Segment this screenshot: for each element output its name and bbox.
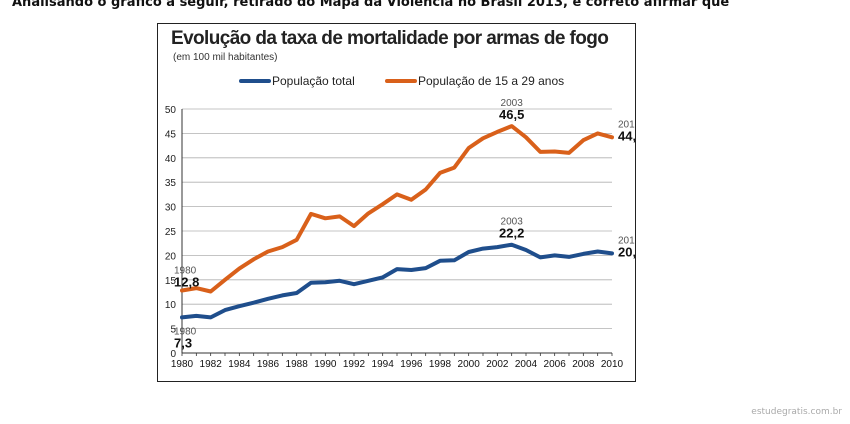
y-tick-label: 40 [165, 154, 177, 165]
x-tick-label: 1984 [228, 359, 251, 370]
annotation-year: 1980 [174, 266, 197, 277]
x-tick-label: 2006 [544, 359, 567, 370]
annotation-year: 2003 [501, 98, 524, 109]
x-tick-label: 1980 [171, 359, 194, 370]
y-tick-label: 0 [170, 349, 176, 360]
x-tick-label: 1996 [400, 359, 423, 370]
annotation-year: 2010 [618, 235, 635, 246]
annotation-value: 7,3 [174, 335, 192, 350]
x-tick-label: 1990 [314, 359, 337, 370]
annotation-year: 2003 [501, 217, 524, 228]
x-tick-label: 1982 [200, 359, 223, 370]
x-tick-label: 2008 [572, 359, 595, 370]
y-tick-label: 15 [165, 276, 177, 287]
annotation-year: 1980 [174, 326, 197, 337]
x-tick-label: 1988 [286, 359, 309, 370]
annotation-value: 20,4 [618, 244, 635, 259]
y-tick-label: 10 [165, 300, 177, 311]
watermark: estudegratis.com.br [751, 407, 842, 417]
x-tick-label: 1994 [372, 359, 395, 370]
chart-subtitle: (em 100 mil habitantes) [173, 52, 278, 63]
x-tick-label: 1992 [343, 359, 366, 370]
series-line-young [180, 124, 614, 294]
line-chart: 0 5 10 15 20 25 30 35 40 45 50 1980 1982 1984 1986 1988… [165, 74, 635, 370]
y-tick-label: 50 [165, 105, 177, 116]
chart-title: Evolução da taxa de mortalidade por arma… [171, 28, 609, 49]
question-text: Analisando o gráfico a seguir, retirado … [12, 0, 730, 10]
chart-container: Evolução da taxa de mortalidade por arma… [157, 23, 636, 382]
y-tick-label: 45 [165, 129, 177, 140]
y-tick-label: 25 [165, 227, 177, 238]
y-tick-label: 5 [170, 325, 176, 336]
annotation-value: 44,2 [618, 128, 635, 143]
legend-label: População total [272, 74, 355, 88]
x-tick-label: 1998 [429, 359, 452, 370]
annotation-value: 22,2 [499, 226, 524, 241]
x-tick-label: 2004 [515, 359, 538, 370]
annotation-value: 12,8 [174, 275, 199, 290]
x-tick-label: 2010 [601, 359, 624, 370]
x-tick-label: 2002 [486, 359, 509, 370]
y-tick-label: 20 [165, 251, 177, 262]
legend-label: População de 15 a 29 anos [418, 74, 564, 88]
y-tick-label: 30 [165, 203, 177, 214]
annotation-year: 2010 [618, 119, 635, 130]
y-tick-label: 35 [165, 178, 177, 189]
x-tick-label: 1986 [257, 359, 280, 370]
x-tick-label: 2000 [458, 359, 481, 370]
annotation-value: 46,5 [499, 107, 524, 122]
series-line-total [180, 242, 614, 320]
